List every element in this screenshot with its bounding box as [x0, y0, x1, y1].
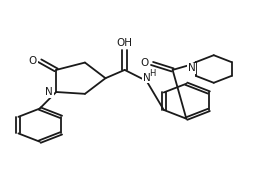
Text: N: N — [188, 63, 196, 73]
Text: H: H — [149, 69, 155, 78]
Text: N: N — [45, 87, 53, 97]
Text: OH: OH — [117, 38, 133, 48]
Text: O: O — [29, 56, 37, 66]
Text: N: N — [143, 73, 150, 83]
Text: O: O — [140, 59, 149, 68]
